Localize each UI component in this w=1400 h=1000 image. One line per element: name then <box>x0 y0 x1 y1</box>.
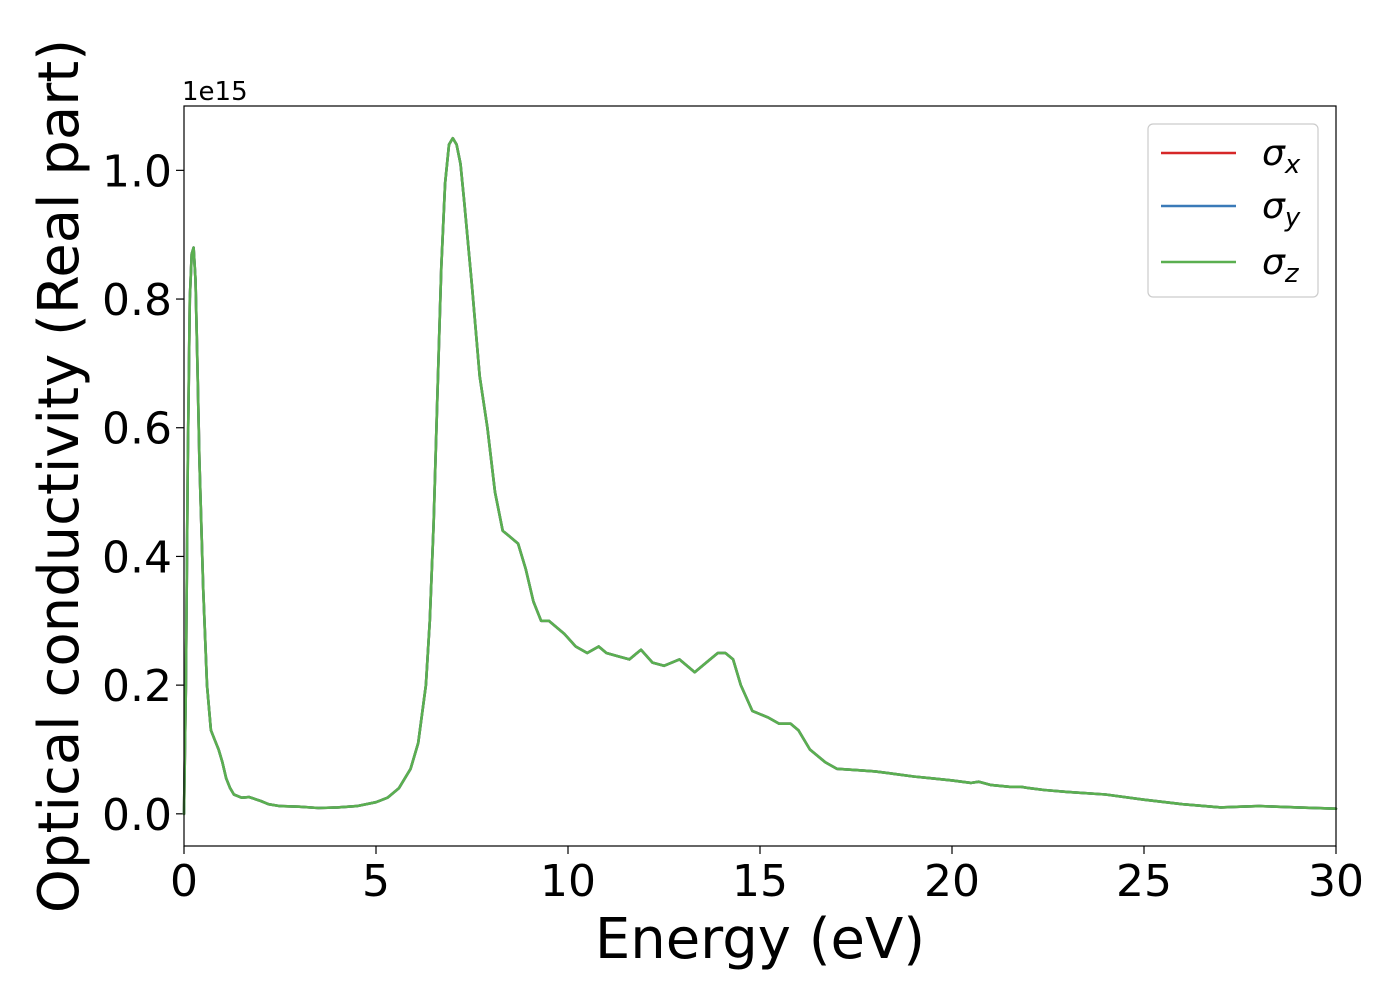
y-tick-label: 0.0 <box>102 790 172 841</box>
x-tick-label: 10 <box>540 856 596 907</box>
legend-box <box>1147 123 1319 298</box>
legend-label-y: σy <box>1262 186 1301 233</box>
plot-frame <box>183 105 1337 847</box>
plot-lines <box>182 136 1338 816</box>
x-tick-label: 30 <box>1308 856 1364 907</box>
series-line-z <box>182 136 1338 816</box>
x-axis-title: Energy (eV) <box>595 907 925 972</box>
y-tick-label: 1.0 <box>102 146 172 197</box>
x-tick-label: 15 <box>732 856 788 907</box>
y-tick-label: 0.2 <box>102 661 172 712</box>
y-offset-label: 1e15 <box>182 77 248 107</box>
x-tick-label: 5 <box>362 856 390 907</box>
y-axis-title: Optical conductivity (Real part) <box>27 39 92 913</box>
legend: σx σy σz <box>1147 123 1319 298</box>
y-tick-label: 0.4 <box>102 532 172 583</box>
x-tick-label: 25 <box>1116 856 1172 907</box>
y-tick-label: 0.8 <box>102 275 172 326</box>
x-axis-ticks: 0 5 10 15 20 25 30 <box>170 846 1364 907</box>
legend-label-x: σx <box>1262 133 1301 180</box>
legend-label-z: σz <box>1262 242 1300 289</box>
x-tick-label: 0 <box>170 856 198 907</box>
y-tick-label: 0.6 <box>102 404 172 455</box>
y-axis-ticks: 0.0 0.2 0.4 0.6 0.8 1.0 <box>102 146 184 841</box>
x-tick-label: 20 <box>924 856 980 907</box>
